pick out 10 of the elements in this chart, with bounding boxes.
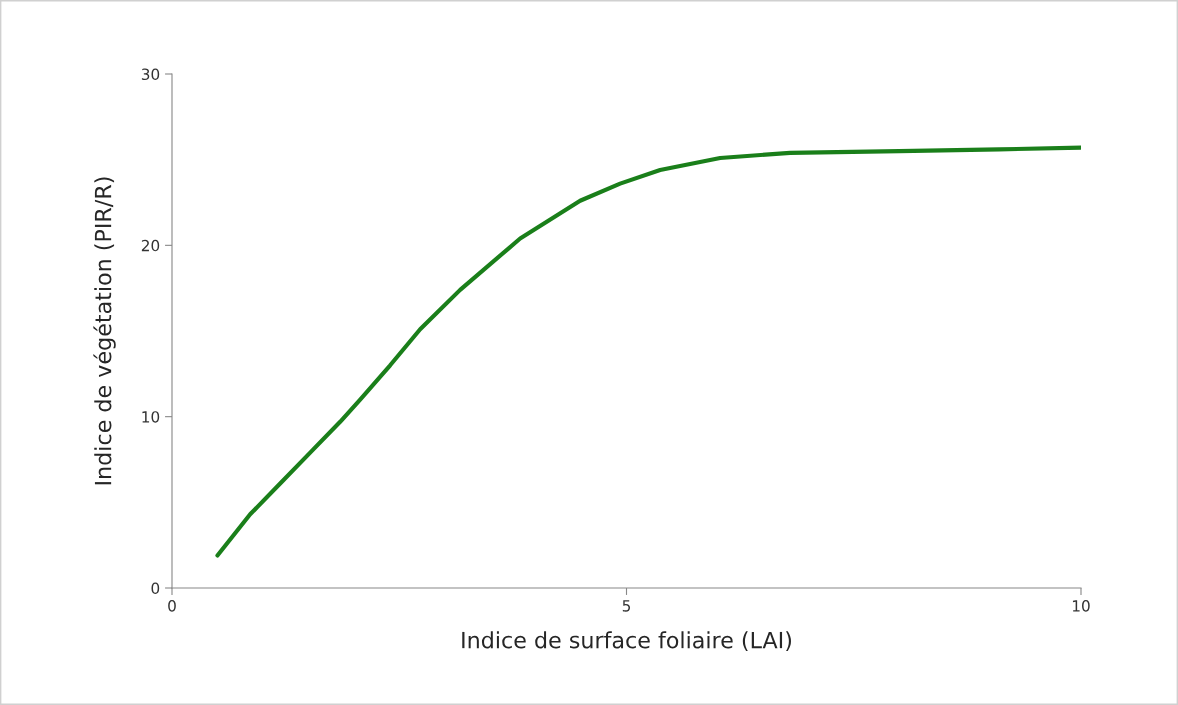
y-tick-label: 20 [141, 239, 160, 252]
y-tick-label: 10 [142, 411, 160, 423]
y-axis-title: Indice de végétation (PIR/R) [93, 177, 116, 485]
line-series [215, 145, 1081, 558]
x-axis-title: Indice de surface foliaire (LAI) [462, 631, 791, 652]
x-tick-label: 5 [622, 600, 631, 612]
y-tick-label: 30 [141, 68, 160, 81]
y-tick-label: 0 [151, 582, 160, 595]
x-tick-label: 10 [1072, 600, 1090, 612]
x-tick-label: 0 [168, 600, 176, 612]
